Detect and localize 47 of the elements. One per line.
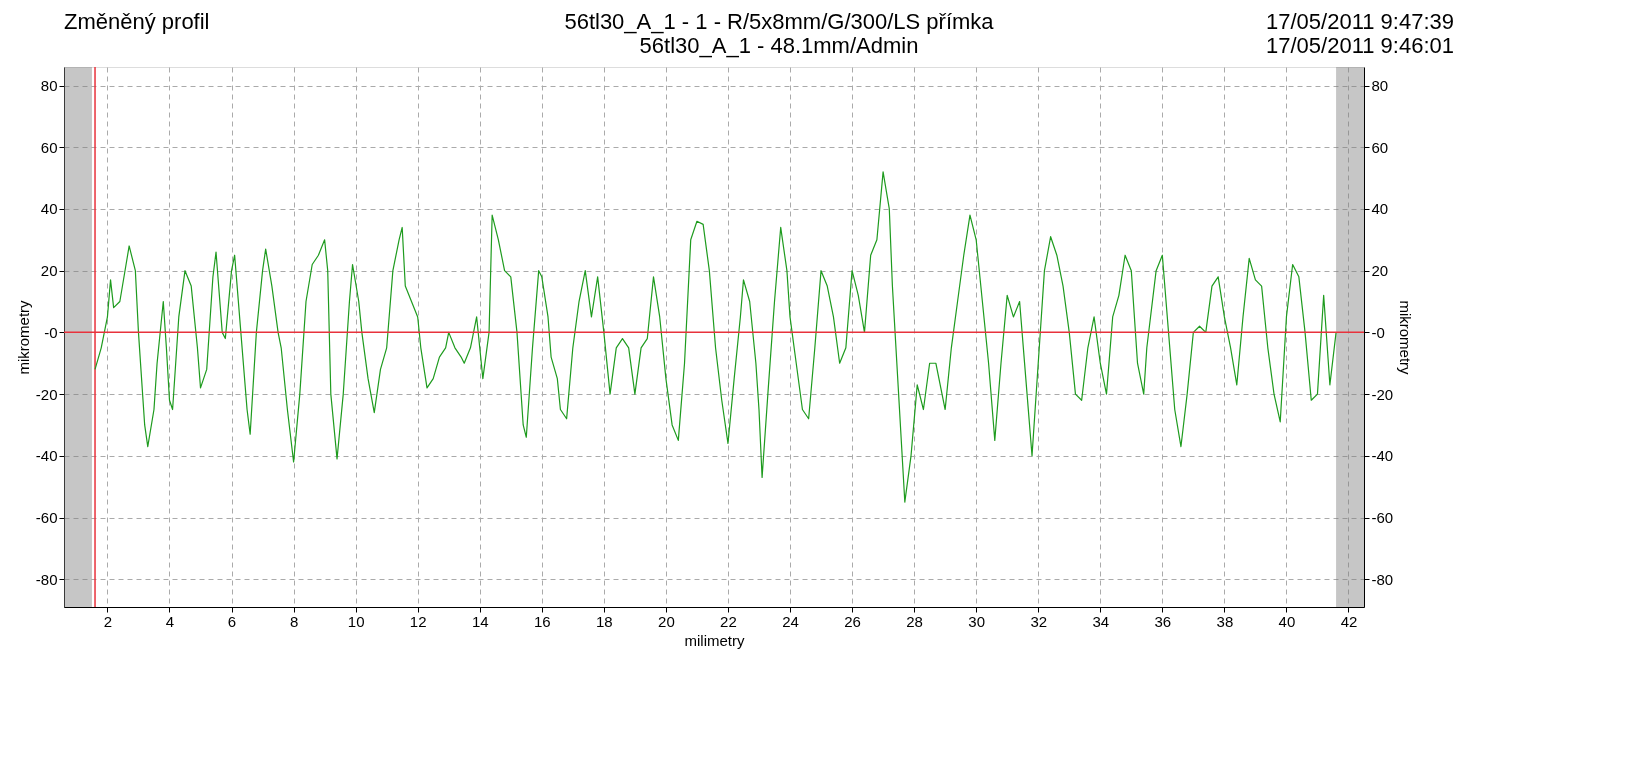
y-tick-label: 80 (40, 77, 58, 95)
x-tick-label: 10 (347, 612, 365, 630)
y-tick-label: -60 (35, 509, 58, 527)
y2-tick-label: 80 (1371, 77, 1389, 95)
x-axis-title: milimetry (684, 631, 745, 649)
x-tick-label: 16 (533, 612, 551, 630)
y-tick-label: -0 (44, 323, 58, 341)
x-tick-label: 20 (658, 612, 675, 630)
x-tick-label: 42 (1340, 612, 1358, 630)
y-tick-label: 20 (40, 262, 58, 280)
x-tick-label: 22 (720, 612, 737, 630)
y2-axis-title: mikrometry (1397, 300, 1415, 376)
y2-tick-label: -60 (1371, 509, 1394, 527)
x-tick-label: 28 (906, 612, 923, 630)
y2-tick-label: 20 (1371, 262, 1389, 280)
line-series (94, 171, 1337, 503)
y2-tick-label: -40 (1371, 447, 1394, 465)
x-tick-label: 40 (1278, 612, 1296, 630)
x-tick-label: 8 (289, 612, 299, 630)
y2-tick-label: -0 (1371, 323, 1385, 341)
x-tick-label: 34 (1092, 612, 1110, 630)
y2-tick-label: -80 (1371, 570, 1394, 588)
y-tick-label: -80 (35, 570, 58, 588)
x-tick-label: 38 (1216, 612, 1234, 630)
x-tick-label: 24 (782, 612, 799, 630)
x-tick-label: 36 (1154, 612, 1172, 630)
y-tick-label: 40 (40, 200, 58, 218)
y2-tick-label: 60 (1371, 138, 1389, 156)
x-tick-label: 6 (227, 612, 237, 630)
text: 17/05/2011 9:47:39 (1266, 9, 1454, 34)
x-tick-label: 30 (968, 612, 986, 630)
y2-tick-label: 40 (1371, 200, 1389, 218)
x-tick-label: 18 (596, 612, 613, 630)
y-tick-label: -40 (35, 447, 58, 465)
x-tick-label: 2 (103, 612, 113, 630)
text: 17/05/2011 9:46:01 (1266, 33, 1454, 58)
chart-title: Změněný profil (64, 9, 210, 34)
x-tick-label: 26 (844, 612, 861, 630)
x-tick-label: 12 (409, 612, 427, 630)
chart-subtitle: 56tl30_A_1 - 1 - R/5x8mm/G/300/LS přímka 56tl30_A_1 - 48.1mm/Admin (564, 9, 995, 58)
y-axis-title: mikrometry (14, 299, 32, 375)
x-tick-label: 14 (471, 612, 489, 630)
y-tick-label: -20 (35, 385, 58, 403)
x-tick-label: 4 (165, 612, 175, 630)
y-tick-label: 60 (40, 138, 58, 156)
x-tick-label: 32 (1030, 612, 1048, 630)
y2-tick-label: -20 (1371, 385, 1394, 403)
